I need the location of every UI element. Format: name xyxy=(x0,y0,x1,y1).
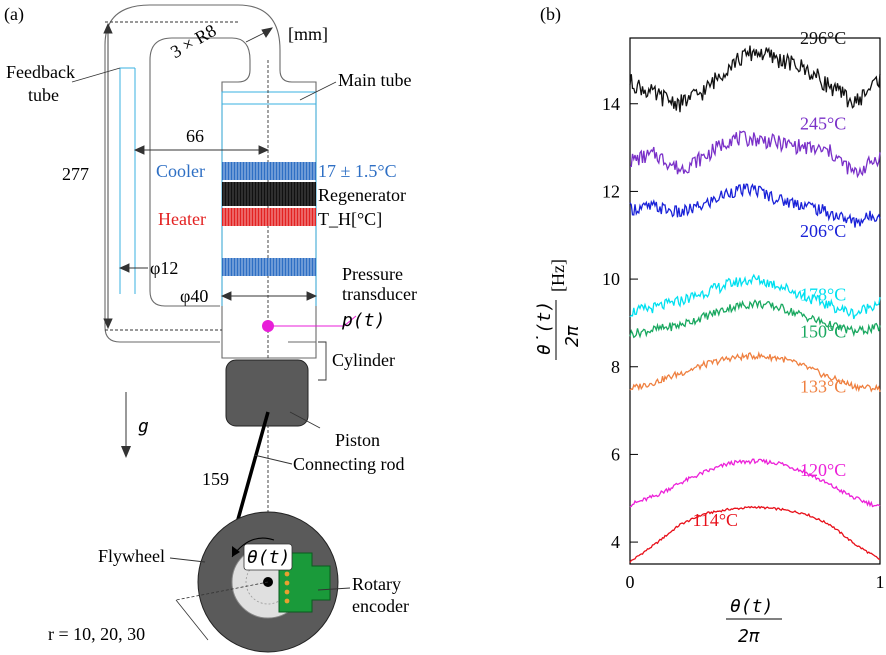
series-label: 296°C xyxy=(800,28,846,48)
y-ticks: 4 6 8 10 12 14 xyxy=(602,94,638,552)
radius-dim xyxy=(175,599,209,641)
gravity-label: g xyxy=(138,416,149,437)
feedback-tube-inner xyxy=(119,67,136,294)
r-values: r = 10, 20, 30 xyxy=(48,624,145,644)
flywheel-label: Flywheel xyxy=(98,546,165,566)
cooler xyxy=(222,162,316,180)
x-axis-label: θ(t) 2π xyxy=(726,596,782,647)
series-line xyxy=(629,299,881,339)
diameter-12: φ12 xyxy=(150,258,178,278)
flywheel-leader xyxy=(169,557,206,563)
radius-label: 3 × R8 xyxy=(167,20,220,62)
panel-a-label: (a) xyxy=(4,4,24,25)
heater-label: Heater xyxy=(158,209,206,229)
series-labels: 114°C 120°C 133°C 150°C 178°C 206°C 245°C 296°C xyxy=(693,28,847,530)
heater xyxy=(222,208,316,226)
pressure-leader xyxy=(268,315,357,327)
series-line xyxy=(629,351,881,393)
y-tick-label: 4 xyxy=(611,532,620,552)
loop-tube xyxy=(104,4,317,359)
piston-leader xyxy=(289,411,321,429)
main-tube-leader xyxy=(299,81,337,101)
feedback-tube-label-1: Feedback xyxy=(6,62,75,82)
series-line xyxy=(629,505,881,563)
cooler-temp: 17 ± 1.5°C xyxy=(318,161,397,181)
encoder-label-2: encoder xyxy=(352,596,409,616)
second-cooler xyxy=(222,258,316,276)
dimensions xyxy=(103,21,318,520)
ylabel-num: θ̇(t) xyxy=(534,301,555,355)
diameter-40: φ40 xyxy=(180,286,208,306)
ylabel-den: 2π xyxy=(562,325,583,347)
pressure-label-2: transducer xyxy=(342,284,417,304)
series-line xyxy=(629,183,881,228)
cylinder-bracket xyxy=(318,341,327,381)
series-label: 245°C xyxy=(800,113,846,133)
x-tick-label: 1 xyxy=(876,572,885,592)
series-label: 114°C xyxy=(693,510,739,530)
cylinder-label: Cylinder xyxy=(332,350,395,370)
y-tick-label: 14 xyxy=(602,94,620,114)
y-tick-label: 6 xyxy=(611,444,620,464)
unit-label: [mm] xyxy=(288,24,328,44)
series-line xyxy=(629,458,881,508)
series-label: 120°C xyxy=(800,460,846,480)
length-277: 277 xyxy=(62,164,89,184)
theta-label: θ(t) xyxy=(247,547,290,568)
series-label: 206°C xyxy=(800,221,846,241)
series-line xyxy=(629,45,881,113)
main-tube-label: Main tube xyxy=(338,70,412,90)
rod-length: 159 xyxy=(202,469,229,489)
series-line xyxy=(629,130,881,179)
piston xyxy=(225,359,309,427)
y-tick-label: 10 xyxy=(602,269,620,289)
panel-b-label: (b) xyxy=(540,4,561,25)
feedback-leader xyxy=(71,67,121,83)
encoder-leader xyxy=(317,587,351,591)
piston-label: Piston xyxy=(335,430,380,450)
rod-leader xyxy=(253,454,293,465)
regenerator-label: Regenerator xyxy=(318,185,406,205)
series-label: 178°C xyxy=(800,284,846,304)
length-66: 66 xyxy=(186,126,204,146)
series-label: 150°C xyxy=(800,322,846,342)
pressure-label-1: Pressure xyxy=(342,264,403,284)
xlabel-den: 2π xyxy=(738,626,760,647)
series-line xyxy=(629,273,881,320)
heater-temp: T_H[°C] xyxy=(318,209,382,229)
xlabel-num: θ(t) xyxy=(730,596,773,617)
cooler-label: Cooler xyxy=(156,161,205,181)
ylabel-unit: [Hz] xyxy=(548,259,568,292)
x-tick-label: 0 xyxy=(626,572,635,592)
panel-a: (a) xyxy=(4,4,417,653)
y-tick-label: 12 xyxy=(602,181,620,201)
series-lines xyxy=(629,45,881,563)
pressure-symbol: p(t) xyxy=(341,310,385,331)
gravity-arrowhead xyxy=(121,446,131,458)
series-label: 133°C xyxy=(800,376,846,396)
y-axis-label: θ̇(t) 2π [Hz] xyxy=(534,259,583,360)
theta-box xyxy=(243,543,293,571)
radius-guide xyxy=(175,581,269,601)
feedback-tube-label-2: tube xyxy=(28,85,59,105)
theta-arrowhead xyxy=(232,546,240,557)
regenerator xyxy=(222,182,316,206)
y-tick-label: 8 xyxy=(611,357,620,377)
rod-label: Connecting rod xyxy=(293,454,404,474)
encoder-label-1: Rotary xyxy=(352,574,401,594)
